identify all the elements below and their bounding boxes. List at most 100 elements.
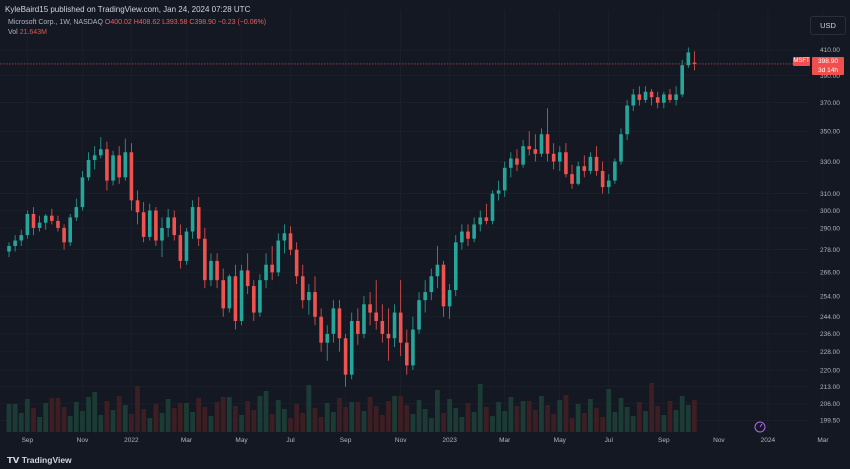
candle-body	[588, 156, 593, 171]
candle-body	[570, 174, 574, 184]
volume-bar	[447, 399, 453, 432]
candle-body	[680, 65, 684, 95]
time-axis[interactable]: Sep Nov 2022 Mar May Jul Sep Nov 2023 Mar May Jul Se…	[22, 437, 830, 444]
volume-bar	[86, 397, 91, 432]
candle-body	[343, 338, 348, 375]
volume-bar	[153, 404, 159, 432]
volume-bar	[337, 398, 342, 432]
volume-bar	[318, 417, 324, 432]
candle-body	[496, 190, 501, 194]
volume-bar	[177, 403, 183, 432]
candle-body	[582, 166, 587, 171]
candle-body	[417, 300, 421, 330]
volume-bar	[300, 413, 306, 432]
clock-icon[interactable]	[754, 421, 766, 433]
price-tick-label: 278.00	[820, 247, 840, 254]
price-tick-label: 390.00	[820, 73, 840, 80]
volume-bar	[196, 398, 202, 432]
candle-body	[349, 320, 354, 375]
time-tick-label: May	[554, 437, 567, 444]
volume-label[interactable]: Vol	[8, 29, 18, 36]
time-tick-label: Nov	[77, 437, 89, 444]
candle-body	[509, 158, 513, 168]
candle-body	[362, 304, 366, 334]
candle-body	[594, 156, 599, 171]
volume-bar	[18, 413, 24, 432]
volume-bar	[361, 411, 367, 432]
volume-bar	[563, 395, 569, 432]
candle-body	[221, 280, 225, 309]
volume-bar	[214, 402, 220, 432]
candle-body	[558, 152, 562, 162]
candle-body	[166, 217, 170, 228]
candle-body	[43, 215, 48, 223]
price-axis[interactable]: 410.00 390.00 370.00 350.00 330.00 310.00 300.…	[820, 47, 840, 424]
volume-bar	[532, 410, 538, 432]
candle-body	[606, 180, 611, 188]
volume-bar	[569, 418, 575, 432]
candle-body	[576, 166, 580, 184]
candle-body	[264, 264, 268, 281]
candle-body	[319, 316, 323, 343]
volume-bar	[496, 402, 501, 432]
volume-bar	[275, 400, 281, 432]
candle-body	[282, 233, 287, 241]
candle-body	[637, 94, 642, 100]
candle-body	[239, 270, 244, 321]
volume-bar	[98, 415, 104, 432]
volume-bar	[80, 411, 85, 432]
candle-body	[429, 276, 434, 293]
candle-body	[625, 105, 629, 135]
candlestick-series	[7, 47, 697, 387]
price-tick-label: 254.00	[820, 293, 840, 300]
volume-bar	[367, 397, 373, 432]
volume-bar	[435, 390, 440, 432]
candle-body	[551, 153, 556, 162]
bar-countdown: 3d 14h	[818, 67, 838, 74]
candle-body	[294, 249, 299, 277]
volume-bar	[43, 403, 49, 432]
candle-body	[490, 193, 495, 221]
volume-bar	[141, 409, 147, 432]
volume-bar	[239, 415, 244, 432]
currency-button[interactable]: USD	[810, 16, 846, 35]
volume-bar	[453, 408, 459, 432]
volume-bar	[692, 400, 697, 432]
candle-body	[668, 94, 672, 100]
change-value: −0.23 (−0.06%)	[217, 19, 267, 26]
volume-bar	[520, 401, 526, 432]
candle-body	[209, 260, 213, 281]
candle-body	[7, 245, 11, 252]
volume-bar	[257, 396, 263, 432]
candle-body	[484, 217, 489, 221]
candle-body	[533, 149, 538, 154]
volume-bar	[471, 412, 477, 432]
volume-bar	[55, 398, 61, 432]
candle-body	[527, 146, 531, 150]
volume-bar	[165, 399, 171, 432]
candle-body	[619, 134, 623, 162]
volume-bar	[31, 408, 36, 432]
candle-body	[215, 260, 219, 281]
candle-body	[276, 240, 281, 273]
volume-bar	[398, 396, 404, 432]
candle-body	[460, 231, 464, 243]
volume-bar	[545, 405, 550, 432]
price-tick-label: 266.00	[820, 270, 840, 277]
candle-body	[227, 276, 232, 309]
tradingview-logo[interactable]: 𝗧𝗩 TradingView	[7, 455, 72, 466]
candle-body	[515, 158, 519, 165]
time-tick-label: May	[235, 437, 248, 444]
volume-bar	[643, 411, 648, 432]
candle-body	[331, 308, 336, 334]
volume-value: 21.643M	[19, 29, 47, 36]
volume-bar	[129, 414, 134, 432]
instrument-name[interactable]: Microsoft Corp., 1W, NASDAQ	[8, 19, 103, 26]
brand-name: TradingView	[21, 455, 72, 465]
candle-body	[184, 231, 189, 261]
price-tick-label: 350.00	[820, 129, 840, 136]
candle-body	[117, 155, 121, 178]
candle-body	[649, 91, 654, 98]
time-tick-label: Jul	[605, 437, 614, 444]
